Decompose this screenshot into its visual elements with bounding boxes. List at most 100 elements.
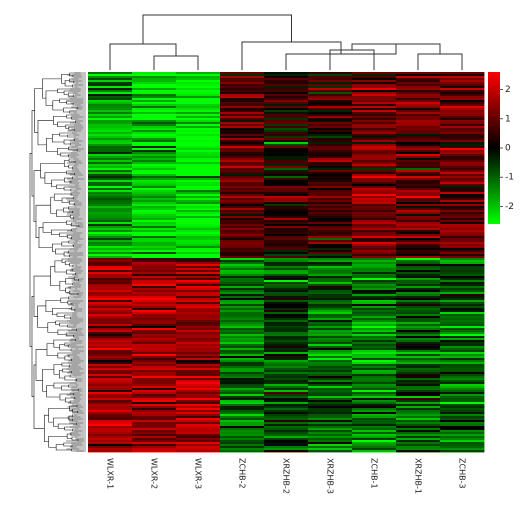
heatmap-cell (396, 250, 441, 253)
heatmap-cell (396, 196, 441, 199)
heatmap-cell (440, 72, 485, 75)
heatmap-cell (308, 424, 353, 427)
heatmap-cell (264, 130, 309, 133)
heatmap-cell (88, 104, 133, 107)
dendrogram-link (109, 43, 177, 70)
heatmap-cell (440, 100, 485, 103)
heatmap-cell (220, 416, 265, 419)
heatmap-cell (352, 372, 397, 375)
heatmap-cell (396, 186, 441, 189)
heatmap-cell (352, 326, 397, 329)
heatmap-cell (308, 160, 353, 163)
heatmap-cell (220, 104, 265, 107)
heatmap-cell (264, 168, 309, 171)
heatmap-cell (220, 242, 265, 245)
heatmap-cell (440, 378, 485, 381)
heatmap-cell (308, 246, 353, 249)
heatmap-cell (396, 78, 441, 81)
heatmap-cell (308, 88, 353, 91)
heatmap-cell (396, 182, 441, 185)
heatmap-cell (132, 398, 177, 401)
heatmap-cell (396, 330, 441, 333)
heatmap-cell (176, 320, 221, 323)
heatmap-cell (264, 402, 309, 405)
heatmap-cell (220, 218, 265, 221)
dendrogram-link (72, 74, 83, 78)
heatmap-cell (176, 370, 221, 373)
heatmap-cell (440, 388, 485, 391)
heatmap-cell (308, 282, 353, 285)
heatmap-cell (440, 88, 485, 91)
heatmap-cell (440, 210, 485, 213)
heatmap-cell (396, 188, 441, 191)
heatmap-cell (176, 362, 221, 365)
heatmap-cell (220, 372, 265, 375)
heatmap-cell (220, 184, 265, 187)
heatmap-cell (132, 208, 177, 211)
heatmap-cell (220, 150, 265, 153)
heatmap-cell (440, 424, 485, 427)
heatmap-cell (132, 152, 177, 155)
heatmap-cell (264, 224, 309, 227)
heatmap-cell (264, 246, 309, 249)
heatmap-cell (352, 330, 397, 333)
heatmap-cell (176, 346, 221, 349)
heatmap-cell (176, 382, 221, 385)
heatmap-cell (132, 304, 177, 307)
dendrogram-link (68, 164, 79, 169)
heatmap-cell (396, 170, 441, 173)
heatmap-cell (88, 334, 133, 337)
heatmap-cell (396, 278, 441, 281)
heatmap-cell (440, 390, 485, 393)
heatmap-cell (352, 124, 397, 127)
heatmap-cell (264, 432, 309, 435)
heatmap-cell (308, 114, 353, 117)
heatmap-cell (352, 392, 397, 395)
heatmap-cell (132, 138, 177, 141)
heatmap-cell (88, 166, 133, 169)
heatmap-cell (308, 146, 353, 149)
heatmap-cell (308, 380, 353, 383)
heatmap-cell (308, 258, 353, 261)
heatmap-cell (396, 106, 441, 109)
heatmap-cell (264, 218, 309, 221)
dendrogram-link (76, 328, 83, 332)
heatmap-cell (88, 128, 133, 131)
dendrogram-link (57, 352, 81, 359)
heatmap-cell (220, 238, 265, 241)
heatmap-cell (352, 108, 397, 111)
heatmap-cell (440, 162, 485, 165)
heatmap-cell (308, 372, 353, 375)
heatmap-cell (264, 110, 309, 113)
heatmap-cell (88, 446, 133, 449)
heatmap-cell (440, 112, 485, 115)
heatmap-cell (88, 440, 133, 443)
heatmap-cell (88, 284, 133, 287)
heatmap-cell (176, 440, 221, 443)
heatmap-cell (352, 94, 397, 97)
dendrogram-link (70, 192, 80, 196)
heatmap-cell (308, 288, 353, 291)
heatmap-cell (264, 158, 309, 161)
heatmap-cell (440, 288, 485, 291)
heatmap-cell (88, 256, 133, 259)
heatmap-cell (220, 340, 265, 343)
heatmap-cell (308, 232, 353, 235)
color-key-tick-label: -1 (505, 173, 514, 183)
heatmap-cell (396, 260, 441, 263)
heatmap-cell (308, 420, 353, 423)
heatmap-cell (220, 276, 265, 279)
heatmap-cell (264, 106, 309, 109)
heatmap-cell (440, 426, 485, 429)
heatmap-cell (88, 352, 133, 355)
dendrogram-link (63, 251, 70, 257)
heatmap-cell (264, 380, 309, 383)
dendrogram-link (59, 232, 83, 237)
heatmap-cell (220, 186, 265, 189)
heatmap-cell (132, 234, 177, 237)
heatmap-cell (132, 106, 177, 109)
heatmap-cell (132, 246, 177, 249)
heatmap-cell (88, 162, 133, 165)
heatmap-cell (132, 174, 177, 177)
heatmap-cell (264, 354, 309, 357)
